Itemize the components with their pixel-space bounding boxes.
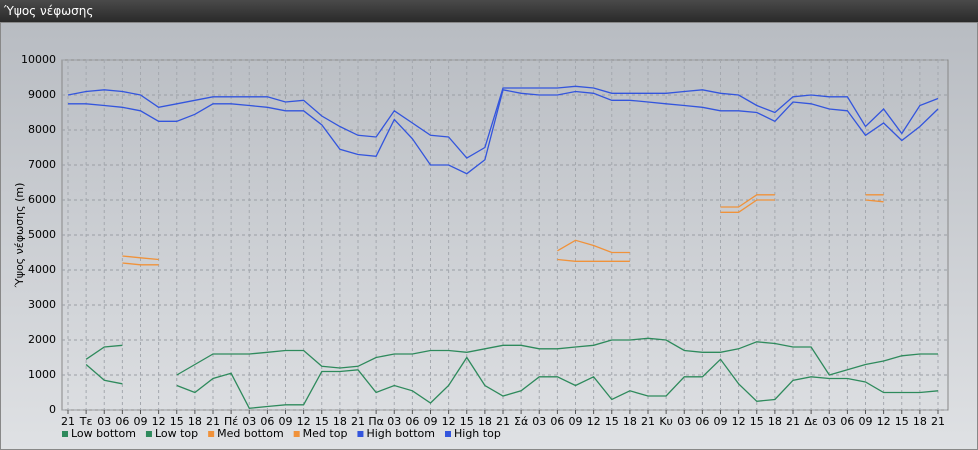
y-tick-label: 3000 — [28, 298, 56, 311]
x-tick-label: 06 — [405, 415, 419, 428]
legend-label: Med top — [303, 427, 348, 440]
y-tick-label: 0 — [49, 403, 56, 416]
x-tick-label: 15 — [750, 415, 764, 428]
x-tick-label: 18 — [768, 415, 782, 428]
x-tick-label: 03 — [822, 415, 836, 428]
y-tick-label: 4000 — [28, 263, 56, 276]
x-tick-label: 09 — [859, 415, 873, 428]
x-tick-label: 03 — [387, 415, 401, 428]
x-tick-label: 12 — [297, 415, 311, 428]
x-tick-label: Κυ — [659, 415, 673, 428]
x-tick-label: 12 — [732, 415, 746, 428]
x-tick-label: 18 — [478, 415, 492, 428]
panel — [0, 22, 978, 450]
legend-label: High top — [454, 427, 501, 440]
x-tick-label: 06 — [695, 415, 709, 428]
x-tick-label: Δε — [804, 415, 818, 428]
legend-swatch — [62, 431, 68, 437]
x-tick-label: 03 — [97, 415, 111, 428]
legend-label: Low bottom — [71, 427, 136, 440]
x-tick-label: 21 — [786, 415, 800, 428]
x-tick-label: 15 — [315, 415, 329, 428]
window-title: Ύψος νέφωσης — [0, 0, 978, 22]
x-tick-label: 18 — [188, 415, 202, 428]
y-tick-label: 9000 — [28, 88, 56, 101]
legend-label: High bottom — [366, 427, 435, 440]
y-tick-label: 8000 — [28, 123, 56, 136]
x-tick-label: 21 — [61, 415, 75, 428]
y-tick-label: 7000 — [28, 158, 56, 171]
legend-swatch — [145, 431, 152, 437]
x-tick-label: 06 — [840, 415, 854, 428]
series-line — [85, 337, 938, 376]
x-tick-label: 21 — [496, 415, 510, 428]
x-tick-label: 06 — [550, 415, 564, 428]
y-tick-label: 5000 — [28, 228, 56, 241]
x-tick-label: 09 — [714, 415, 728, 428]
y-tick-label: 6000 — [28, 193, 56, 206]
x-tick-label: 18 — [333, 415, 347, 428]
x-tick-label: 12 — [152, 415, 166, 428]
x-tick-label: 06 — [115, 415, 129, 428]
chart: Ύψος νέφωσης (m) 0 1000 2000 3000 4000 5000 60… — [0, 22, 978, 450]
legend-label: Low top — [155, 427, 198, 440]
x-tick-label: Πέ — [224, 415, 238, 428]
series-line — [67, 85, 939, 159]
x-tick-label: 12 — [877, 415, 891, 428]
y-tick-label: 10000 — [21, 53, 56, 66]
x-tick-label: 06 — [260, 415, 274, 428]
series-line — [122, 199, 884, 266]
x-tick-label: 12 — [442, 415, 456, 428]
x-tick-label: 03 — [242, 415, 256, 428]
y-axis-label: Ύψος νέφωσης (m) — [13, 183, 26, 289]
x-tick-label: 21 — [351, 415, 365, 428]
x-tick-label: 03 — [677, 415, 691, 428]
x-tick-label: Σά — [514, 415, 528, 428]
x-tick-label: 03 — [532, 415, 546, 428]
x-tick-label: 21 — [206, 415, 220, 428]
x-tick-label: 09 — [424, 415, 438, 428]
x-tick-label: 15 — [895, 415, 909, 428]
legend-swatch — [208, 431, 215, 437]
series-line — [85, 356, 939, 409]
y-tick-label: 2000 — [28, 333, 56, 346]
x-tick-label: 21 — [931, 415, 945, 428]
x-tick-label: 09 — [279, 415, 293, 428]
x-tick-label: Τε — [79, 415, 93, 428]
x-tick-label: 21 — [641, 415, 655, 428]
series-line — [122, 194, 884, 261]
x-tick-label: 15 — [170, 415, 184, 428]
x-tick-label: 15 — [460, 415, 474, 428]
legend-swatch — [357, 431, 364, 437]
legend-swatch — [293, 431, 300, 437]
x-tick-label: 09 — [569, 415, 583, 428]
legend-label: Med bottom — [217, 427, 284, 440]
x-tick-label: 12 — [587, 415, 601, 428]
y-tick-label: 1000 — [28, 368, 56, 381]
legend-swatch — [445, 431, 451, 437]
x-tick-label: 18 — [913, 415, 927, 428]
x-tick-label: 15 — [605, 415, 619, 428]
x-tick-label: 09 — [134, 415, 148, 428]
x-tick-label: 18 — [623, 415, 637, 428]
x-tick-label: Πα — [368, 415, 384, 428]
